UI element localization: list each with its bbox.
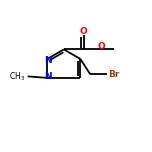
Text: O: O xyxy=(80,27,87,36)
Text: Br: Br xyxy=(109,70,120,79)
Text: CH$_3$: CH$_3$ xyxy=(9,70,25,83)
Text: O: O xyxy=(97,41,105,51)
Text: N: N xyxy=(44,56,52,65)
Text: N: N xyxy=(44,72,52,81)
